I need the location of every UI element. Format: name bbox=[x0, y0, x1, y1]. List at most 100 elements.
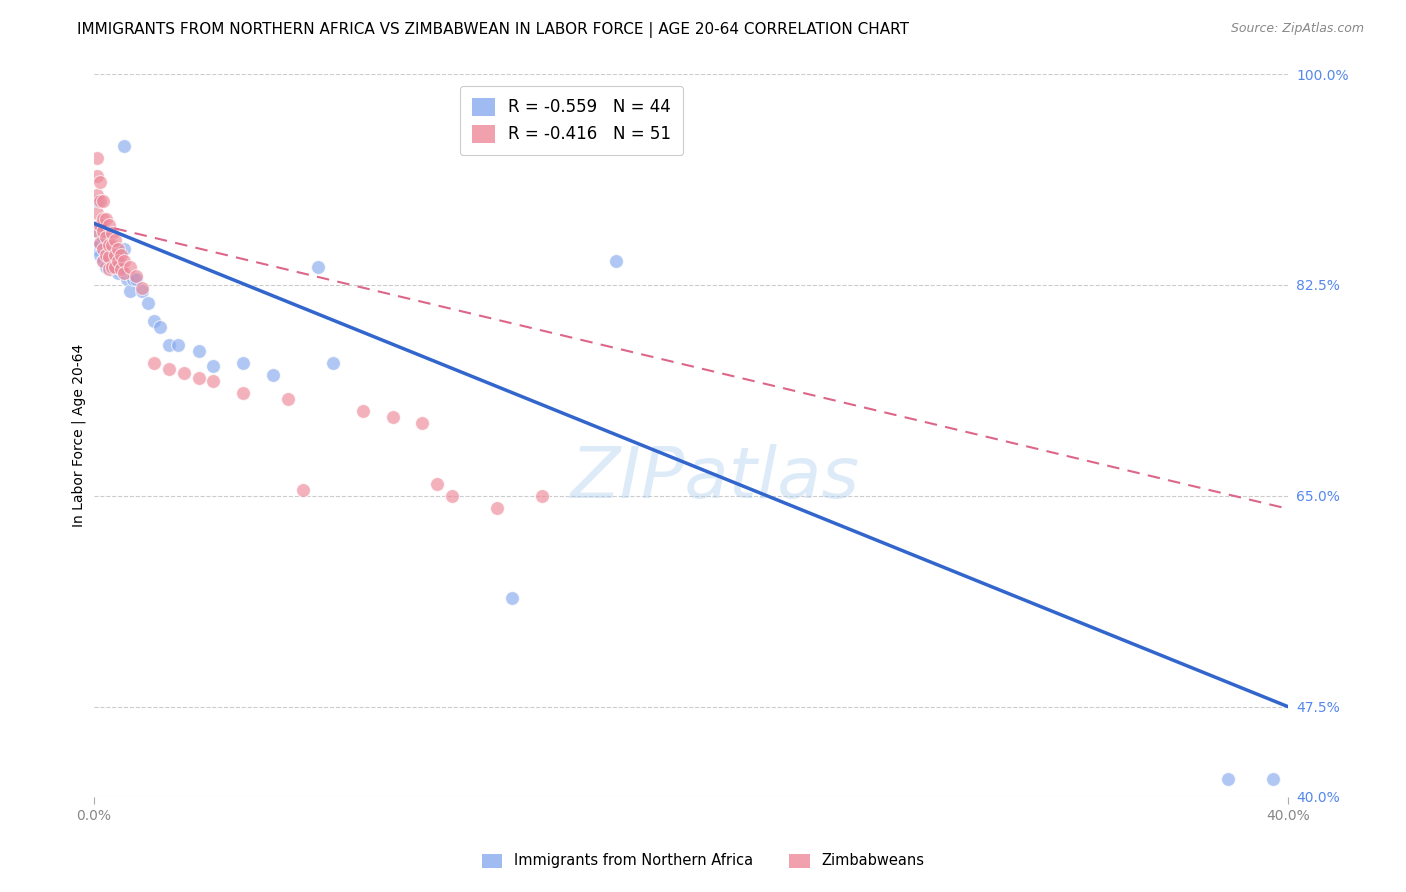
Point bbox=[89, 218, 111, 232]
Legend: Immigrants from Northern Africa, Zimbabweans: Immigrants from Northern Africa, Zimbabw… bbox=[474, 847, 932, 876]
Point bbox=[142, 356, 165, 370]
Point bbox=[277, 392, 299, 407]
Point bbox=[501, 591, 523, 606]
Point bbox=[291, 483, 314, 497]
Point bbox=[107, 253, 129, 268]
Point bbox=[118, 260, 141, 274]
Point bbox=[86, 169, 108, 184]
Point bbox=[86, 224, 108, 238]
Point bbox=[107, 266, 129, 280]
Point bbox=[89, 248, 111, 262]
Point bbox=[142, 314, 165, 328]
Point bbox=[91, 211, 114, 226]
Point bbox=[98, 238, 121, 252]
Point bbox=[485, 500, 508, 515]
Point bbox=[131, 284, 153, 298]
Point bbox=[91, 242, 114, 256]
Point bbox=[98, 248, 121, 262]
Point bbox=[1261, 772, 1284, 786]
Point bbox=[86, 194, 108, 208]
Point bbox=[322, 356, 344, 370]
Point bbox=[104, 242, 127, 256]
Point bbox=[426, 476, 449, 491]
Point bbox=[104, 260, 127, 274]
Point bbox=[1218, 772, 1240, 786]
Point bbox=[110, 248, 132, 262]
Point bbox=[112, 242, 135, 256]
Point bbox=[149, 320, 172, 334]
Point bbox=[89, 235, 111, 250]
Point bbox=[262, 368, 284, 383]
Point bbox=[86, 152, 108, 166]
Point bbox=[125, 269, 148, 284]
Point bbox=[98, 260, 121, 274]
Point bbox=[112, 266, 135, 280]
Point bbox=[91, 224, 114, 238]
Point bbox=[91, 194, 114, 208]
Point bbox=[107, 242, 129, 256]
Point bbox=[173, 366, 195, 380]
Point bbox=[107, 253, 129, 268]
Point bbox=[86, 224, 108, 238]
Point bbox=[104, 248, 127, 262]
Text: ZIPatlas: ZIPatlas bbox=[571, 444, 859, 514]
Point bbox=[112, 253, 135, 268]
Point bbox=[91, 253, 114, 268]
Point bbox=[202, 374, 225, 388]
Point bbox=[89, 238, 111, 252]
Point bbox=[89, 194, 111, 208]
Point bbox=[605, 253, 627, 268]
Point bbox=[86, 205, 108, 219]
Point bbox=[112, 139, 135, 153]
Point bbox=[89, 176, 111, 190]
Point bbox=[115, 272, 138, 286]
Point bbox=[352, 404, 374, 418]
Point bbox=[101, 238, 124, 252]
Point bbox=[157, 362, 180, 376]
Point bbox=[136, 296, 159, 310]
Point bbox=[86, 242, 108, 256]
Y-axis label: In Labor Force | Age 20-64: In Labor Force | Age 20-64 bbox=[72, 344, 86, 527]
Point bbox=[118, 284, 141, 298]
Point bbox=[166, 338, 188, 352]
Point bbox=[101, 262, 124, 277]
Point bbox=[110, 260, 132, 274]
Point bbox=[98, 242, 121, 256]
Point bbox=[157, 338, 180, 352]
Point bbox=[101, 260, 124, 274]
Point bbox=[91, 253, 114, 268]
Point bbox=[381, 410, 404, 425]
Point bbox=[202, 359, 225, 373]
Point bbox=[101, 226, 124, 240]
Legend: R = -0.559   N = 44, R = -0.416   N = 51: R = -0.559 N = 44, R = -0.416 N = 51 bbox=[460, 86, 683, 155]
Point bbox=[187, 370, 209, 384]
Point bbox=[441, 489, 464, 503]
Point bbox=[101, 250, 124, 264]
Point bbox=[104, 233, 127, 247]
Point bbox=[98, 262, 121, 277]
Point bbox=[89, 235, 111, 250]
Point bbox=[94, 238, 117, 252]
Point bbox=[307, 260, 329, 274]
Point bbox=[104, 260, 127, 274]
Point bbox=[530, 489, 553, 503]
Point bbox=[94, 260, 117, 274]
Point bbox=[232, 386, 254, 401]
Text: IMMIGRANTS FROM NORTHERN AFRICA VS ZIMBABWEAN IN LABOR FORCE | AGE 20-64 CORRELA: IMMIGRANTS FROM NORTHERN AFRICA VS ZIMBA… bbox=[77, 22, 910, 38]
Point bbox=[86, 187, 108, 202]
Point bbox=[98, 250, 121, 264]
Point bbox=[94, 248, 117, 262]
Point bbox=[125, 272, 148, 286]
Point bbox=[411, 417, 433, 431]
Text: Source: ZipAtlas.com: Source: ZipAtlas.com bbox=[1230, 22, 1364, 36]
Point bbox=[98, 218, 121, 232]
Point bbox=[94, 229, 117, 244]
Point bbox=[122, 272, 145, 286]
Point bbox=[131, 281, 153, 295]
Point bbox=[91, 229, 114, 244]
Point bbox=[94, 211, 117, 226]
Point bbox=[187, 344, 209, 359]
Point bbox=[110, 262, 132, 277]
Point bbox=[89, 218, 111, 232]
Point bbox=[232, 356, 254, 370]
